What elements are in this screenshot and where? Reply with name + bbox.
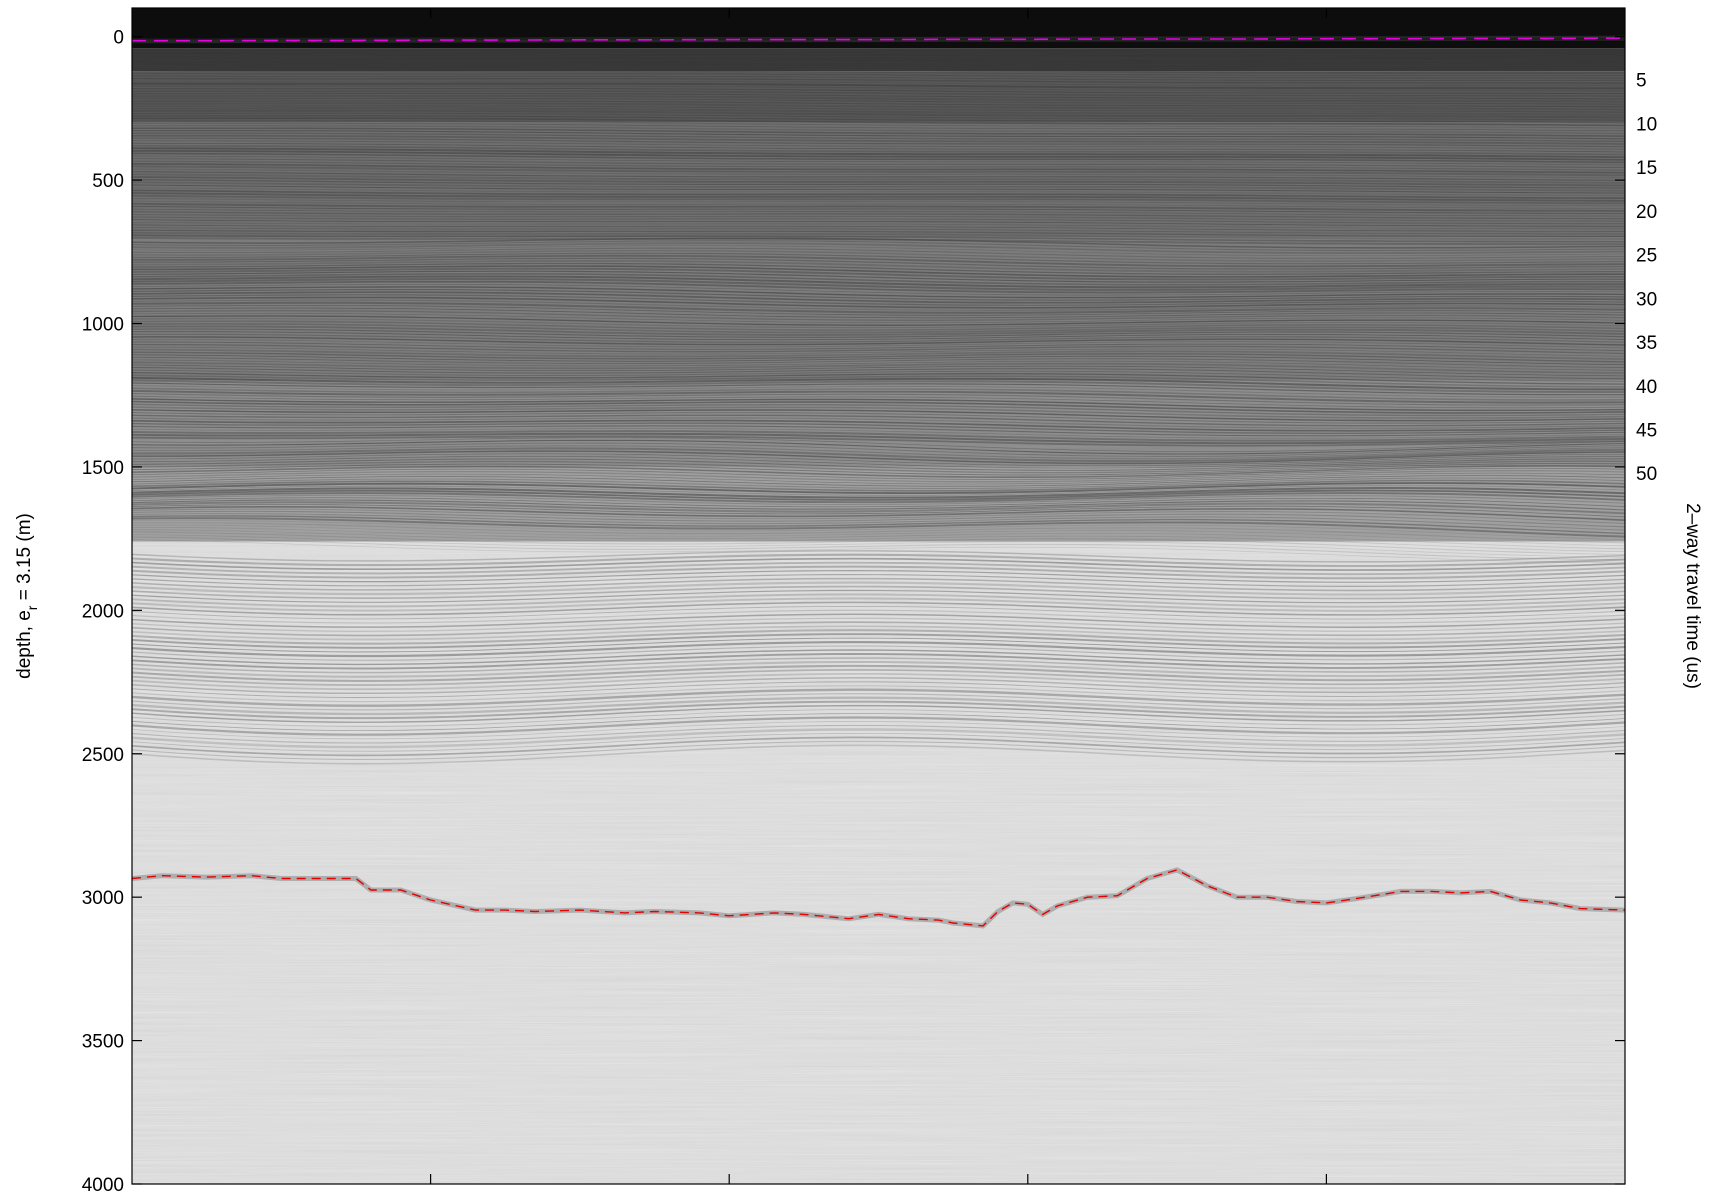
right-tick-label: 35 — [1636, 333, 1657, 354]
y-axis-label-left: depth, er = 3.15 (m) — [14, 513, 40, 679]
left-tick-label: 0 — [113, 28, 124, 49]
right-tick-label: 15 — [1636, 158, 1657, 179]
left-tick-label: 3000 — [82, 888, 124, 909]
y-axis-label-right: 2–way travel time (us) — [1682, 503, 1703, 689]
picks — [132, 35, 1625, 929]
right-tick-label: 25 — [1636, 246, 1657, 267]
right-tick-label: 20 — [1636, 202, 1657, 223]
axes: 0 500 1000 1500 2000 2500 3000 3500 4000 5 10 15 20 2… — [82, 7, 1657, 1196]
left-tick-label: 3500 — [82, 1032, 124, 1053]
left-tick-label: 2000 — [82, 601, 124, 622]
left-tick-label: 1000 — [82, 315, 124, 336]
right-tick-label: 30 — [1636, 289, 1657, 310]
left-tick-label: 2500 — [82, 745, 124, 766]
plot-frame — [131, 7, 1626, 1185]
left-tick-label: 1500 — [82, 458, 124, 479]
bed-pick-line — [132, 869, 1625, 927]
right-tick-label: 40 — [1636, 377, 1657, 398]
right-tick-label: 45 — [1636, 420, 1657, 441]
left-tick-label: 500 — [92, 171, 124, 192]
right-tick-label: 5 — [1636, 71, 1647, 92]
right-tick-label: 50 — [1636, 464, 1657, 485]
plot-area — [132, 8, 1625, 1184]
surface-pick-line — [132, 37, 1625, 42]
echogram-noise — [132, 8, 1625, 1184]
left-tick-label: 4000 — [82, 1175, 124, 1193]
right-tick-label: 10 — [1636, 114, 1657, 135]
